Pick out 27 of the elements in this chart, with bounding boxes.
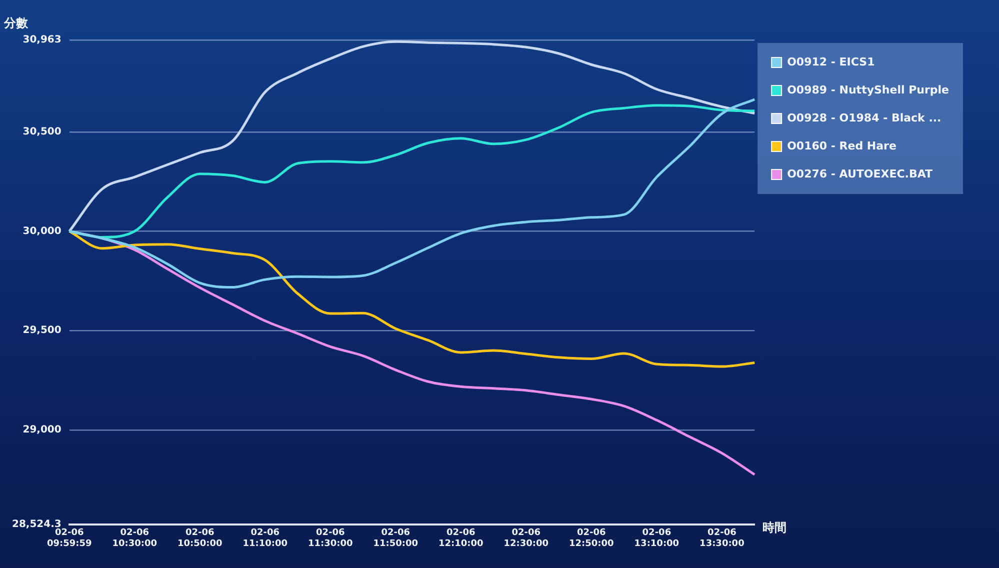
legend-label: O0912 - EICS1 (787, 55, 875, 68)
y-axis-title: 分數 (3, 16, 29, 30)
y-tick-label: 30,500 (22, 126, 62, 138)
x-tick-label: 02-06 10:50:00 (177, 528, 222, 549)
y-tick-label: 30,000 (22, 226, 62, 237)
line-series (68, 40, 756, 233)
y-tick-label: 30,963 (22, 34, 62, 46)
x-tick-label: 02-06 12:30:00 (504, 528, 549, 549)
legend-label: O0989 - NuttyShell Purple (787, 83, 950, 96)
y-tick-label: 29,000 (22, 424, 62, 436)
x-tick-label: 02-06 11:30:00 (308, 528, 353, 549)
x-tick-label: 02-06 13:10:00 (634, 528, 680, 549)
legend-label: O0276 - AUTOEXEC.BAT (787, 167, 934, 180)
y-tick-label: 29,500 (22, 325, 62, 336)
x-tick-label: 02-06 11:10:00 (242, 528, 288, 549)
legend-label: O0160 - Red Hare (787, 139, 896, 152)
y-tick-label: 28,524.3 (12, 518, 62, 530)
legend-label: O0928 - O1984 - Black ... (787, 111, 942, 124)
x-axis-title: 時間 (762, 520, 787, 535)
line-series (68, 230, 756, 368)
line-series (68, 98, 756, 289)
x-tick-label: 02-06 11:50:00 (373, 528, 418, 549)
x-tick-label: 02-06 09:59:59 (46, 528, 92, 549)
x-tick-label: 02-06 10:30:00 (112, 528, 157, 549)
x-tick-label: 02-06 13:30:00 (700, 528, 744, 549)
x-tick-label: 02-06 12:10:00 (438, 528, 484, 549)
x-tick-label: 02-06 12:50:00 (569, 528, 614, 549)
